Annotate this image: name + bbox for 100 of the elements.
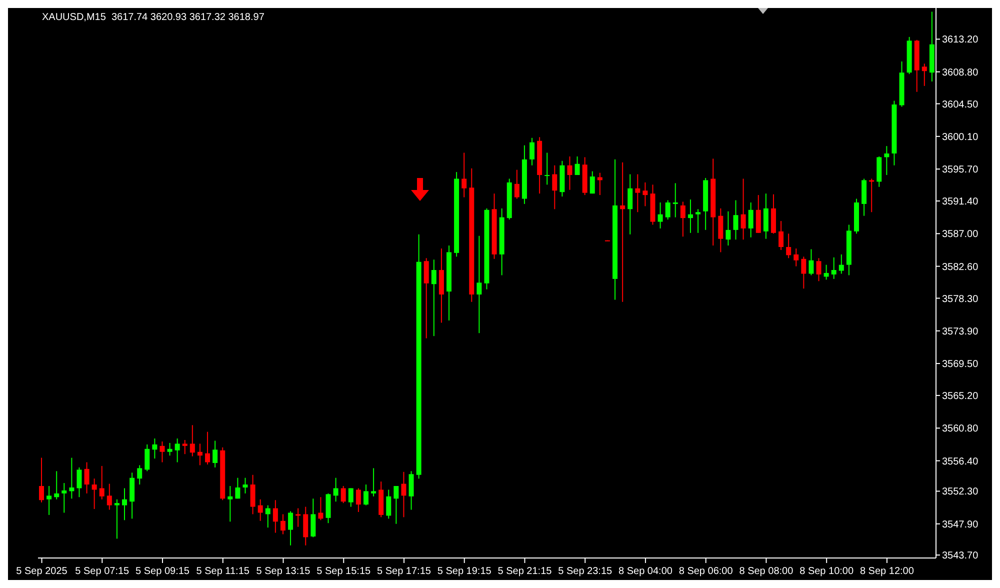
candlestick: [869, 178, 874, 213]
candlestick: [824, 264, 829, 280]
candlestick: [46, 486, 52, 516]
candlestick: [628, 174, 633, 235]
candlestick: [431, 259, 436, 337]
candlestick: [235, 477, 240, 500]
y-tick-label: 3600.10: [942, 132, 979, 143]
y-tick-label: 3604.50: [942, 99, 979, 110]
candlestick: [296, 508, 301, 528]
candlestick: [190, 424, 195, 457]
candlestick: [371, 468, 376, 497]
candlestick: [922, 63, 927, 86]
x-tick-label: 5 Sep 19:15: [437, 566, 492, 577]
y-tick-label: 3613.20: [942, 34, 979, 46]
y-tick-label: 3587.00: [942, 229, 979, 240]
x-tick-label: 5 Sep 2025: [16, 566, 68, 577]
candlestick: [530, 137, 535, 166]
candlestick: [816, 258, 822, 282]
y-tick-label: 3578.30: [942, 294, 979, 305]
candlestick: [808, 248, 814, 276]
candlestick: [394, 486, 399, 524]
candlestick: [333, 477, 338, 502]
candlestick: [182, 439, 188, 455]
candlestick: [635, 174, 640, 213]
candlestick: [326, 492, 331, 524]
candlestick: [62, 482, 67, 514]
candlestick: [54, 470, 60, 500]
candlestick: [748, 202, 754, 238]
candlestick: [318, 496, 324, 521]
candlestick: [114, 498, 120, 540]
x-tick-label: 5 Sep 17:15: [377, 566, 432, 577]
candlestick: [160, 440, 165, 463]
candlestick: [356, 488, 361, 512]
candlestick: [884, 146, 890, 176]
x-tick-label: 5 Sep 09:15: [136, 566, 190, 577]
x-tick-label: 5 Sep 15:15: [316, 566, 372, 577]
x-tick-label: 5 Sep 23:15: [558, 566, 613, 577]
candlestick: [280, 514, 286, 535]
y-tick-label: 3608.80: [942, 67, 979, 78]
candlestick: [801, 256, 806, 290]
candlestick: [228, 486, 233, 522]
candlestick: [476, 235, 482, 334]
y-tick-label: 3556.40: [942, 456, 979, 468]
candlestick: [242, 477, 248, 494]
y-tick-label: 3591.40: [942, 196, 979, 208]
candlestick: [144, 444, 150, 472]
candlestick: [514, 169, 520, 200]
candlestick: [831, 256, 836, 280]
candlestick: [130, 472, 135, 520]
candlestick: [340, 486, 346, 504]
candlestick: [672, 182, 678, 218]
candlestick: [272, 500, 278, 534]
x-tick-label: 5 Sep 13:15: [256, 566, 311, 577]
x-tick-label: 5 Sep 07:15: [75, 566, 130, 577]
candlestick: [462, 152, 467, 198]
candlestick: [137, 464, 142, 486]
candlestick: [567, 156, 572, 190]
candlestick: [348, 488, 354, 508]
y-tick-label: 3595.70: [942, 164, 979, 176]
candlestick: [794, 248, 799, 267]
candlestick: [106, 483, 112, 510]
candlestick: [696, 208, 701, 234]
candlestick: [763, 193, 768, 240]
candlestick: [862, 178, 867, 216]
candlestick: [303, 506, 308, 546]
candlestick: [205, 431, 210, 465]
candlestick: [733, 200, 738, 240]
y-tick-label: 3565.20: [942, 391, 979, 402]
candlestick: [265, 504, 270, 528]
x-tick-label: 8 Sep 04:00: [618, 566, 673, 577]
candlestick: [658, 202, 663, 229]
candlestick: [778, 220, 784, 250]
candlestick: [167, 442, 172, 456]
candlestick: [680, 201, 686, 238]
candlestick: [756, 194, 761, 234]
candlestick: [718, 208, 724, 253]
candlestick: [597, 172, 602, 196]
y-tick-label: 3569.50: [942, 359, 979, 370]
candlestick: [574, 156, 580, 176]
x-tick-label: 5 Sep 21:15: [498, 566, 552, 577]
candlestick: [92, 478, 97, 510]
candlestick: [740, 178, 746, 240]
candlestick: [401, 471, 406, 518]
candlestick: [590, 170, 595, 194]
candlestick: [84, 462, 90, 494]
candlestick: [552, 164, 558, 210]
y-tick-label: 3573.90: [942, 326, 979, 338]
x-tick-label: 8 Sep 06:00: [678, 566, 734, 577]
candlestick: [69, 457, 74, 500]
candlestick: [838, 254, 844, 274]
candlestick: [726, 210, 731, 246]
candlestick: [408, 470, 414, 510]
chart-title: XAUUSD,M15 3617.74 3620.93 3617.32 3618.97: [42, 12, 264, 23]
x-tick-label: 8 Sep 08:00: [739, 566, 794, 577]
y-tick-label: 3552.30: [942, 486, 979, 498]
candlestick: [99, 465, 104, 500]
y-tick-label: 3560.80: [942, 424, 979, 435]
candlestick: [363, 484, 368, 506]
y-tick-label: 3547.90: [942, 519, 979, 530]
candlestick: [665, 200, 670, 220]
